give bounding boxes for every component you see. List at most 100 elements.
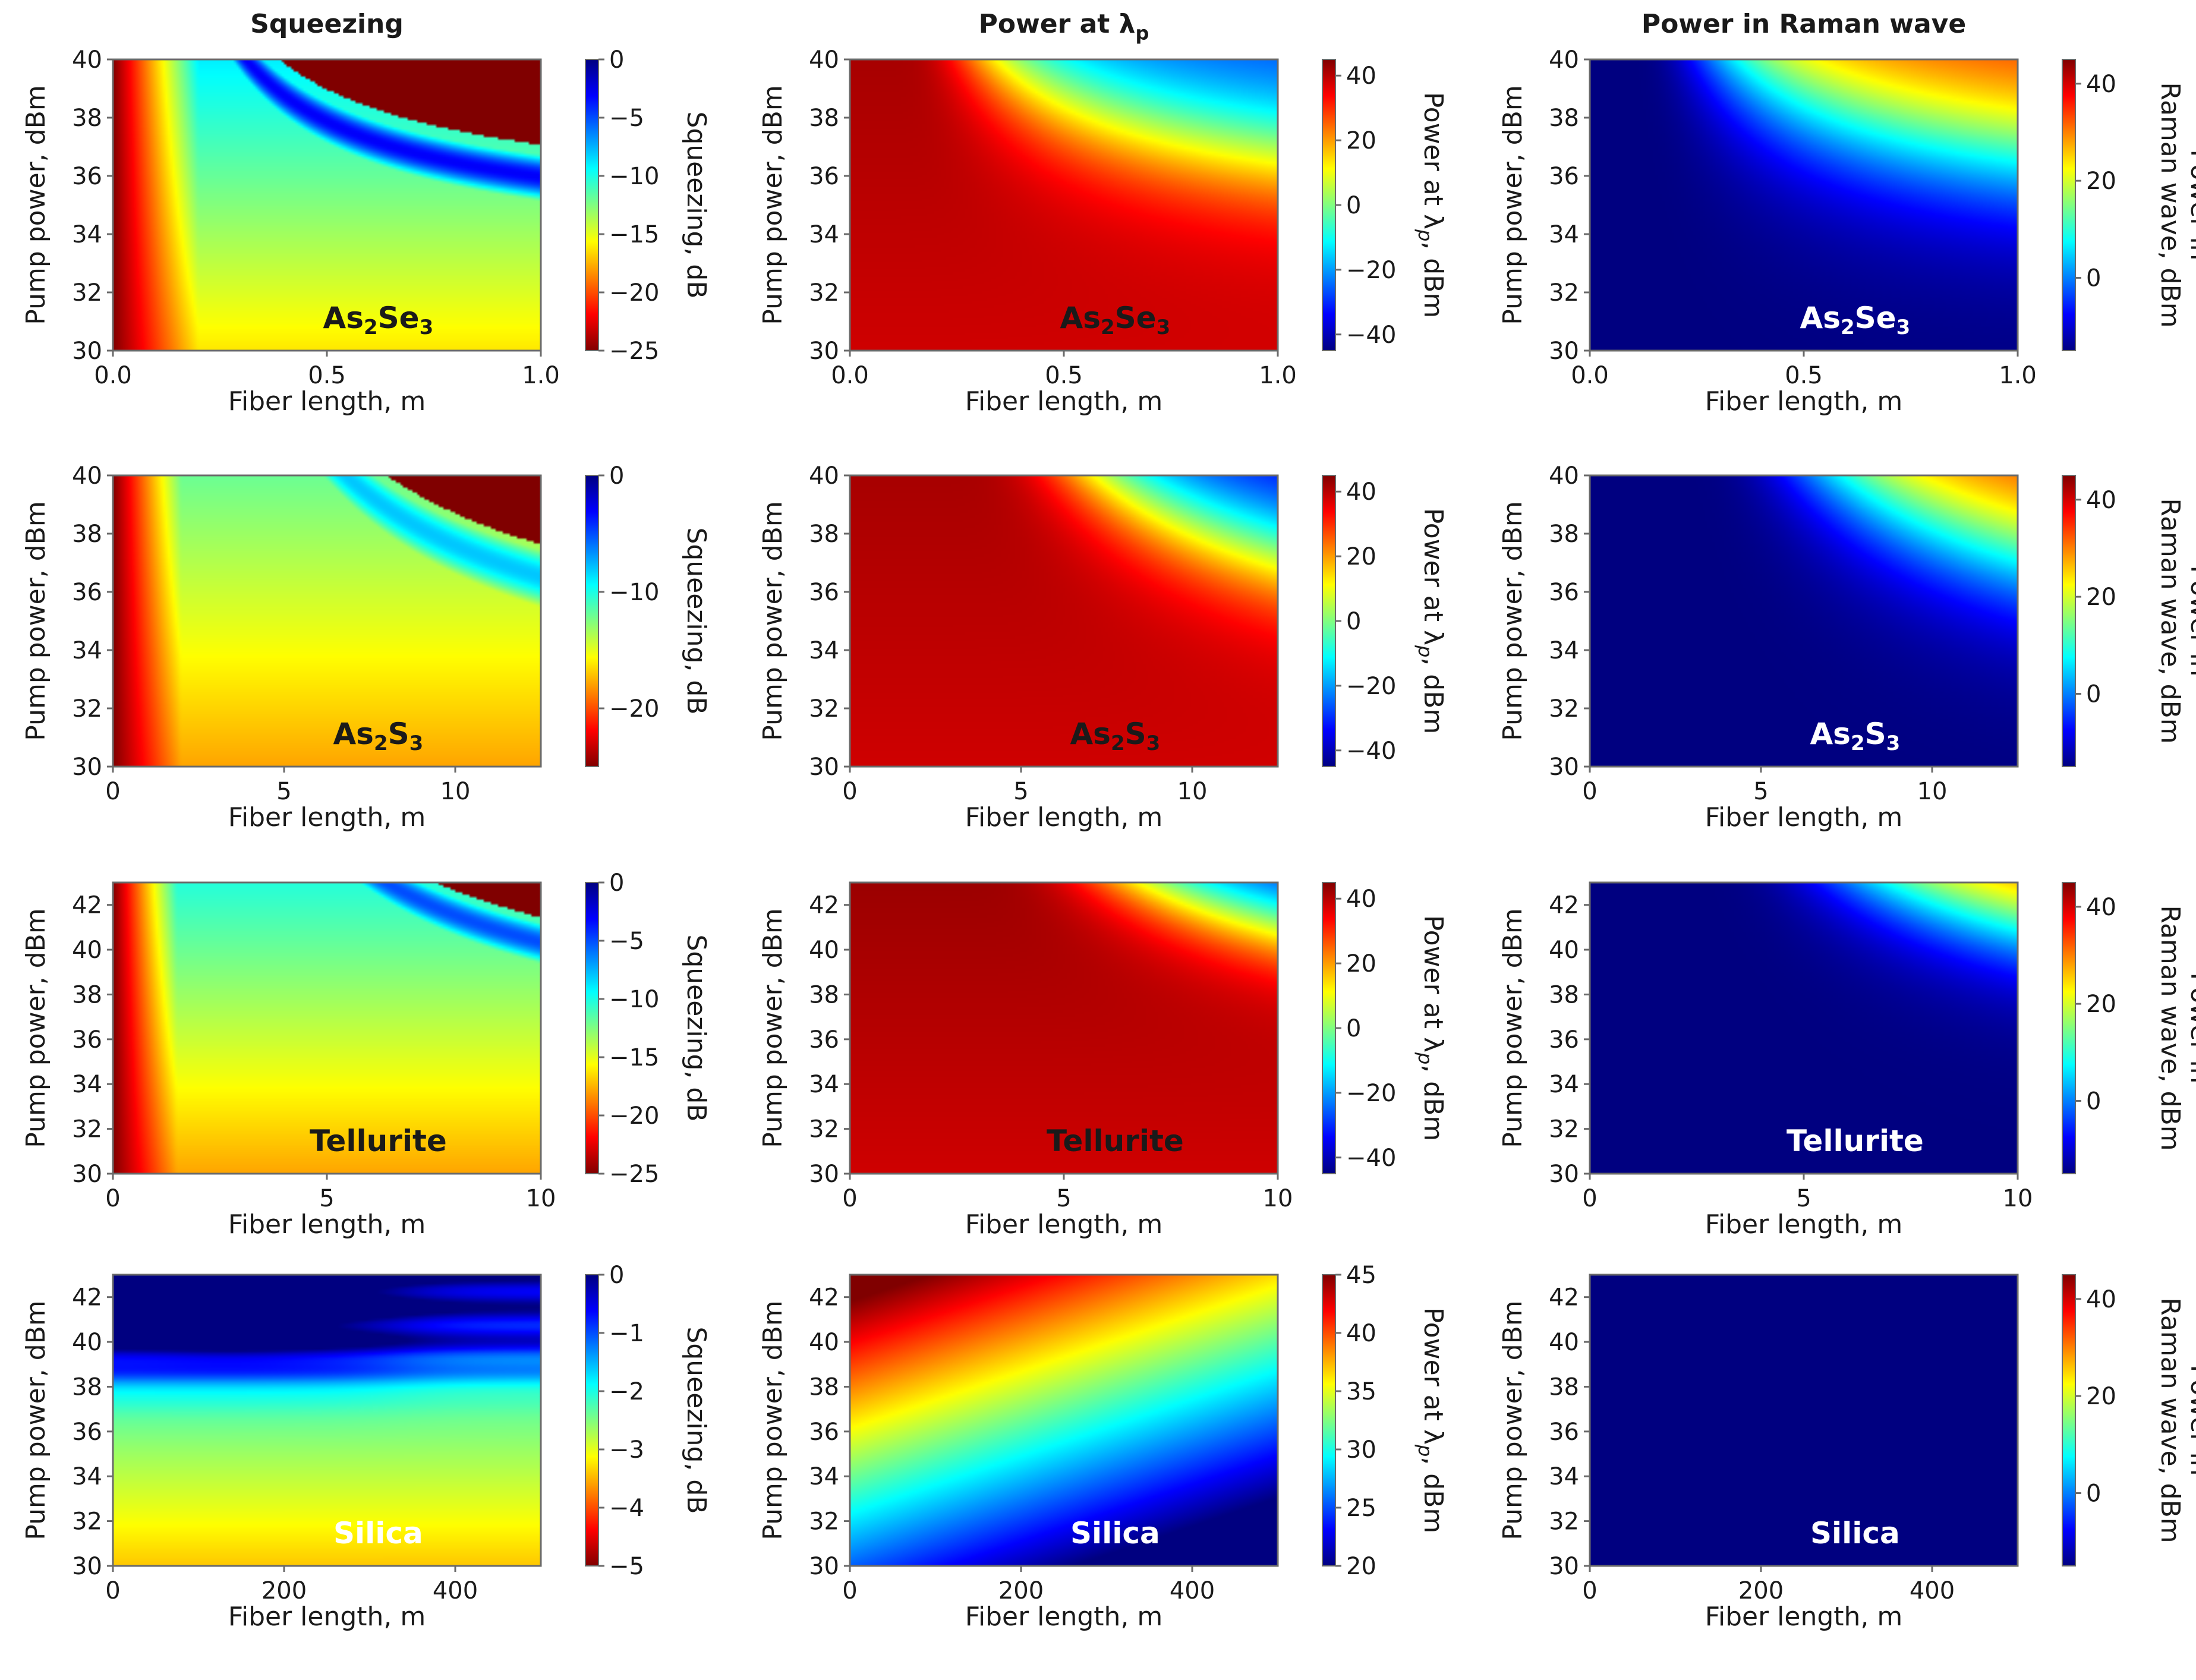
y-tick-label: 38 [72, 105, 102, 132]
colorbar-tick-label: −10 [609, 579, 659, 606]
colorbar-tick-label: −5 [609, 105, 644, 132]
y-tick-label: 36 [809, 1419, 839, 1446]
colorbar-tick-label: −25 [609, 1161, 659, 1188]
column-title-1: Power at λp [979, 9, 1149, 45]
heatmap-image [113, 1275, 541, 1566]
y-tick-label: 42 [72, 1284, 102, 1312]
x-axis-label: Fiber length, m [228, 1209, 426, 1240]
colorbar-tick-label: 30 [1346, 1436, 1376, 1464]
y-axis-label: Pump power, dBm [21, 908, 51, 1148]
panel-silica-pump_power: 0 200 400 30 32 34 36 38 40 42 Fiber length, m Pump… [758, 1262, 1448, 1632]
material-label: As2S3 [333, 717, 423, 755]
y-tick-label: 30 [1549, 338, 1579, 365]
colorbar-tick-label: 0 [2086, 681, 2101, 708]
y-tick-label: 34 [72, 1071, 102, 1098]
y-tick-label: 40 [809, 937, 839, 964]
colorbar-tick-label: 40 [1346, 478, 1376, 506]
heatmap-image [1590, 59, 2018, 351]
y-tick-label: 40 [1549, 1329, 1579, 1356]
y-tick-label: 42 [1549, 892, 1579, 919]
y-tick-label: 32 [1549, 695, 1579, 723]
colorbar-tick-label: 0 [2086, 1088, 2101, 1115]
y-tick-label: 30 [809, 1161, 839, 1188]
colorbar-label: Power in [2185, 1364, 2196, 1476]
y-tick-label: 32 [72, 1116, 102, 1143]
y-tick-label: 42 [1549, 1284, 1579, 1312]
y-tick-label: 40 [72, 1329, 102, 1356]
colorbar-tick-label: 40 [2086, 1286, 2116, 1313]
heatmap-image [113, 882, 541, 1174]
colorbar-tick-label: 0 [2086, 265, 2101, 292]
heatmap-image [1590, 1275, 2018, 1566]
colorbar-tick-label: 40 [2086, 71, 2116, 98]
y-tick-label: 32 [1549, 1116, 1579, 1143]
material-label: As2Se3 [1060, 301, 1171, 339]
heatmap-image [113, 475, 541, 767]
y-tick-label: 30 [72, 754, 102, 781]
x-tick-label: 5 [319, 1185, 334, 1212]
y-tick-label: 34 [72, 221, 102, 248]
colorbar [2062, 59, 2076, 351]
y-axis-label: Pump power, dBm [21, 1300, 51, 1540]
colorbar [2062, 475, 2076, 767]
x-tick-label: 0 [105, 778, 120, 805]
colorbar-tick-label: 40 [2086, 894, 2116, 921]
colorbar-tick-label: 40 [1346, 62, 1376, 90]
x-tick-label: 10 [526, 1185, 556, 1212]
colorbar-tick-label: −20 [609, 279, 659, 307]
colorbar-tick-label: 20 [2086, 168, 2116, 195]
y-tick-label: 38 [809, 521, 839, 548]
y-tick-label: 36 [1549, 579, 1579, 606]
colorbar-label: Squeezing, dB [681, 934, 711, 1121]
x-tick-label: 10 [1917, 778, 1948, 805]
y-tick-label: 40 [72, 937, 102, 964]
colorbar-tick-label: 20 [2086, 584, 2116, 611]
x-tick-label: 0 [1582, 1185, 1597, 1212]
heatmap-image [1590, 475, 2018, 767]
colorbar-tick-label: −3 [609, 1436, 644, 1464]
y-axis-label: Pump power, dBm [21, 501, 51, 740]
heatmap-image [850, 59, 1278, 351]
y-axis-label: Pump power, dBm [21, 85, 51, 324]
colorbar-label: Power at λp, dBm [1414, 1307, 1448, 1534]
heatmap-image [113, 59, 541, 351]
y-tick-label: 30 [72, 338, 102, 365]
y-tick-label: 32 [72, 1508, 102, 1536]
x-tick-label: 0.5 [1045, 362, 1083, 389]
colorbar-tick-label: −25 [609, 338, 659, 365]
y-tick-label: 38 [809, 981, 839, 1008]
y-tick-label: 42 [809, 892, 839, 919]
colorbar-label: Squeezing, dB [681, 1326, 711, 1514]
y-tick-label: 34 [1549, 637, 1579, 664]
colorbar-tick-label: −20 [609, 1102, 659, 1130]
colorbar-tick-label: −20 [609, 695, 659, 723]
colorbar-tick-label: −15 [609, 221, 659, 248]
y-tick-label: 34 [1549, 1071, 1579, 1098]
y-tick-label: 40 [72, 46, 102, 74]
y-tick-label: 38 [72, 981, 102, 1008]
colorbar-label: Squeezing, dB [681, 111, 711, 298]
colorbar-tick-label: −5 [609, 928, 644, 955]
material-label: Silica [1070, 1516, 1160, 1550]
y-tick-label: 34 [1549, 221, 1579, 248]
y-tick-label: 38 [1549, 105, 1579, 132]
y-tick-label: 36 [809, 1026, 839, 1054]
material-label: Silica [333, 1516, 423, 1550]
y-tick-label: 34 [809, 1463, 839, 1490]
y-axis-label: Pump power, dBm [758, 85, 788, 324]
x-tick-label: 0 [1582, 1577, 1597, 1605]
material-label: Tellurite [1787, 1124, 1924, 1158]
material-label: Tellurite [1047, 1124, 1184, 1158]
x-axis-label: Fiber length, m [1705, 1209, 1903, 1240]
x-axis-label: Fiber length, m [965, 802, 1163, 833]
y-tick-label: 36 [1549, 1419, 1579, 1446]
y-tick-label: 32 [72, 695, 102, 723]
y-tick-label: 30 [1549, 1553, 1579, 1580]
y-tick-label: 32 [809, 1508, 839, 1536]
y-tick-label: 34 [72, 637, 102, 664]
column-title-0: Squeezing [250, 9, 404, 39]
colorbar [585, 1274, 599, 1566]
material-label: As2S3 [1810, 717, 1900, 755]
colorbar-tick-label: 20 [1346, 1553, 1376, 1580]
